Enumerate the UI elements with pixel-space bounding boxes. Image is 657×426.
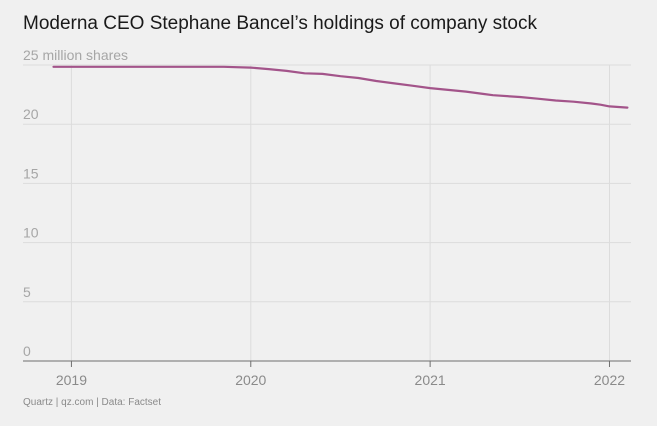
y-tick-label-25: 25 million shares	[23, 47, 128, 63]
y-tick-label-0: 0	[23, 343, 31, 359]
y-tick-label-15: 15	[23, 165, 39, 181]
series-layer	[52, 65, 629, 109]
x-tick-label-2022: 2022	[594, 372, 625, 388]
x-axis	[23, 360, 631, 367]
source-credit: Quartz | qz.com | Data: Factset	[23, 397, 162, 408]
x-tick-label-2021: 2021	[415, 372, 446, 388]
y-tick-label-20: 20	[23, 106, 39, 122]
x-tick-label-2020: 2020	[235, 372, 266, 388]
x-tick-label-2019: 2019	[56, 372, 87, 388]
y-tick-label-10: 10	[23, 225, 39, 241]
gridlines	[23, 64, 631, 361]
tick-labels: 0 5 10 15 20 25 million shares 2019 2020 2021 202…	[23, 47, 625, 388]
chart-title: Moderna CEO Stephane Bancel’s holdings o…	[23, 13, 538, 34]
series-line-0	[52, 65, 629, 109]
y-tick-label-5: 5	[23, 284, 31, 300]
